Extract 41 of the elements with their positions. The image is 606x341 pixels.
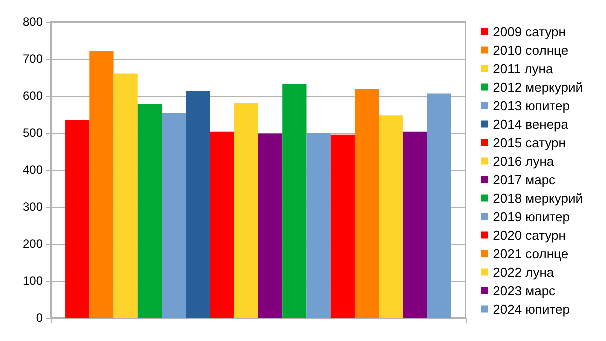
legend-label: 2014 венера	[493, 116, 570, 132]
legend-label: 2015 сатурн	[493, 135, 566, 150]
bar	[427, 94, 452, 318]
legend-label: 2013 юпитер	[493, 98, 570, 114]
bar	[354, 89, 380, 318]
bar	[282, 84, 307, 318]
legend-label: 2020 сатурн	[493, 228, 566, 243]
legend-label: 2011 луна	[493, 61, 554, 76]
bar	[210, 132, 234, 318]
bar	[379, 116, 404, 318]
legend-label: 2018 меркурий	[493, 190, 584, 206]
legend-label: 2019 юпитер	[493, 209, 570, 224]
bar	[66, 120, 90, 318]
legend-label: 2012 меркурий	[493, 80, 584, 95]
bar	[306, 133, 331, 318]
legend-label: 2023 марс	[493, 283, 556, 298]
y-tick-label: 800	[22, 15, 44, 29]
y-tick-label: 400	[22, 163, 44, 177]
legend-label: 2022 луна	[493, 264, 555, 280]
legend-label: 2016 луна	[493, 154, 555, 169]
legend-label: 2009 сатурн	[493, 24, 566, 40]
y-tick-label: 600	[22, 89, 44, 103]
y-tick-label: 700	[22, 52, 44, 66]
bar	[330, 134, 355, 318]
bar	[90, 51, 114, 318]
y-tick-label: 100	[22, 274, 44, 288]
bar	[234, 103, 258, 318]
legend-label: 2017 марс	[493, 172, 556, 188]
bar	[162, 113, 186, 318]
legend-label: 2021 солнце	[493, 246, 569, 262]
y-tick-label: 300	[22, 200, 44, 214]
bar	[138, 104, 162, 318]
bar	[258, 134, 283, 318]
legend-label: 2024 юпитер	[493, 302, 570, 317]
y-tick-label: 0	[36, 311, 44, 325]
bar	[186, 91, 210, 318]
y-tick-label: 200	[22, 237, 44, 251]
bar	[114, 74, 138, 318]
legend-label: 2010 солнце	[493, 42, 569, 58]
bar	[403, 132, 428, 318]
y-tick-label: 500	[22, 126, 44, 140]
